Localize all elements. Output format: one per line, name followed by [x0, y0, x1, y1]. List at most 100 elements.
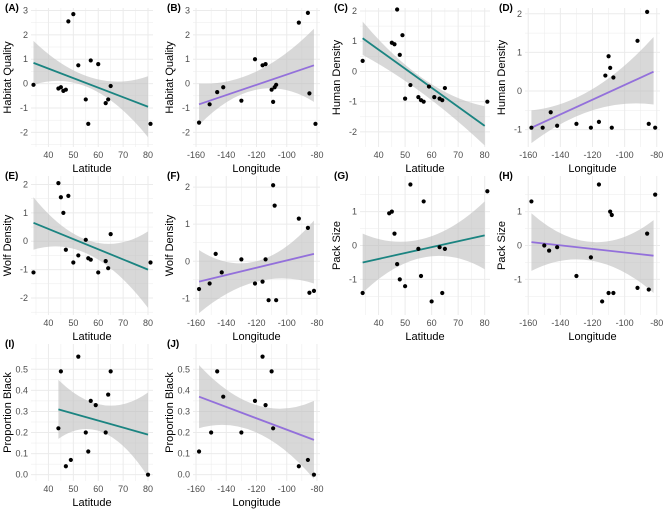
y-axis-title: Pack Size: [496, 221, 508, 270]
data-point: [66, 19, 71, 24]
confidence-band: [58, 379, 149, 477]
y-tick-label: 0.2: [15, 428, 28, 438]
panel-label: (F): [167, 171, 180, 182]
data-point: [88, 257, 93, 262]
data-point: [58, 85, 63, 90]
x-tick-label: -80: [310, 150, 323, 160]
x-tick-label: -160: [187, 150, 205, 160]
x-tick-label: 60: [427, 150, 437, 160]
x-tick-label: -160: [187, 318, 205, 328]
x-axis-title: Latitude: [405, 163, 444, 175]
panel-label: (B): [167, 3, 181, 14]
data-point: [635, 285, 640, 290]
x-tick-label: -140: [551, 318, 569, 328]
confidence-band: [199, 28, 314, 126]
data-point: [88, 398, 93, 404]
y-tick-label: 0.3: [15, 406, 28, 416]
y-axis-title: Wolf Density: [2, 214, 14, 276]
y-tick-label: -1: [514, 125, 522, 135]
data-point: [429, 299, 434, 304]
x-axis-title: Longitude: [232, 497, 280, 509]
data-point: [215, 90, 220, 95]
data-point: [645, 9, 650, 14]
data-point: [395, 262, 400, 267]
y-tick-label: 1: [185, 54, 190, 64]
x-tick-label: -120: [583, 318, 601, 328]
regression-line: [58, 408, 149, 436]
data-point: [272, 203, 277, 208]
data-point: [266, 298, 271, 303]
y-tick-label: -1: [349, 97, 357, 107]
data-point: [440, 290, 445, 296]
data-point: [63, 247, 68, 252]
x-axis-title: Latitude: [405, 331, 444, 343]
x-tick-label: 60: [93, 484, 103, 494]
panel-label: (D): [499, 3, 513, 14]
data-point: [66, 193, 71, 198]
data-point: [555, 123, 560, 128]
data-point: [600, 299, 605, 304]
panel-label: (A): [5, 3, 19, 14]
data-point: [305, 457, 311, 463]
regression-line: [198, 64, 315, 106]
x-tick-label: 60: [93, 318, 103, 328]
confidence-band: [33, 40, 149, 138]
data-point: [574, 121, 579, 126]
data-point: [442, 246, 447, 251]
data-point: [606, 290, 611, 296]
x-tick-label: 40: [374, 318, 384, 328]
data-point: [86, 449, 91, 454]
x-tick-label: -120: [247, 150, 265, 160]
x-tick-label: -120: [247, 484, 265, 494]
data-point: [145, 472, 151, 477]
data-point: [395, 7, 400, 12]
panel-e: 40 50 60 70 80 -2 -1 0 1 2 Latitude Wolf Density (E): [2, 171, 153, 343]
y-tick-label: -2: [20, 293, 28, 303]
data-point: [207, 281, 212, 286]
data-point: [63, 87, 68, 92]
data-point: [148, 260, 153, 265]
x-tick-label: -100: [616, 150, 634, 160]
y-axis-title: Human Density: [331, 39, 343, 115]
data-point: [360, 290, 365, 296]
data-point: [108, 232, 113, 237]
panel-label: (I): [5, 339, 14, 350]
y-tick-label: 0.1: [177, 449, 190, 459]
y-tick-label: -1: [182, 293, 190, 303]
data-point: [440, 98, 445, 103]
data-point: [529, 125, 534, 130]
x-tick-label: 80: [143, 484, 153, 494]
data-point: [646, 287, 651, 292]
data-point: [76, 63, 81, 68]
data-point: [58, 195, 63, 200]
x-axis-title: Latitude: [72, 331, 111, 343]
x-tick-label: 60: [93, 150, 103, 160]
y-axis-title: Proportion Black: [2, 372, 14, 453]
data-point: [653, 125, 658, 130]
x-tick-label: 50: [400, 318, 410, 328]
regression-line: [362, 37, 486, 127]
x-tick-label: 80: [480, 318, 490, 328]
data-point: [221, 394, 226, 399]
y-tick-label: 0: [185, 256, 190, 266]
regression-line: [362, 234, 485, 264]
data-point: [389, 209, 394, 214]
data-point: [408, 82, 413, 88]
x-axis-title: Longitude: [568, 163, 616, 175]
data-point: [307, 91, 312, 96]
panel-g: 40 50 60 70 80 -1 0 1 Latitude Pack Size (G): [331, 171, 490, 343]
data-point: [252, 281, 258, 286]
data-point: [645, 231, 650, 236]
confidence-band: [531, 213, 654, 293]
y-tick-label: 2: [185, 182, 190, 192]
data-point: [421, 99, 426, 104]
confidence-band: [199, 365, 314, 479]
data-point: [209, 430, 214, 435]
data-point: [106, 392, 111, 397]
y-tick-label: -2: [20, 127, 28, 137]
x-tick-label: -100: [616, 318, 634, 328]
x-axis-title: Longitude: [232, 331, 280, 343]
data-point: [307, 290, 312, 295]
data-point: [588, 125, 593, 130]
data-point: [271, 183, 276, 188]
